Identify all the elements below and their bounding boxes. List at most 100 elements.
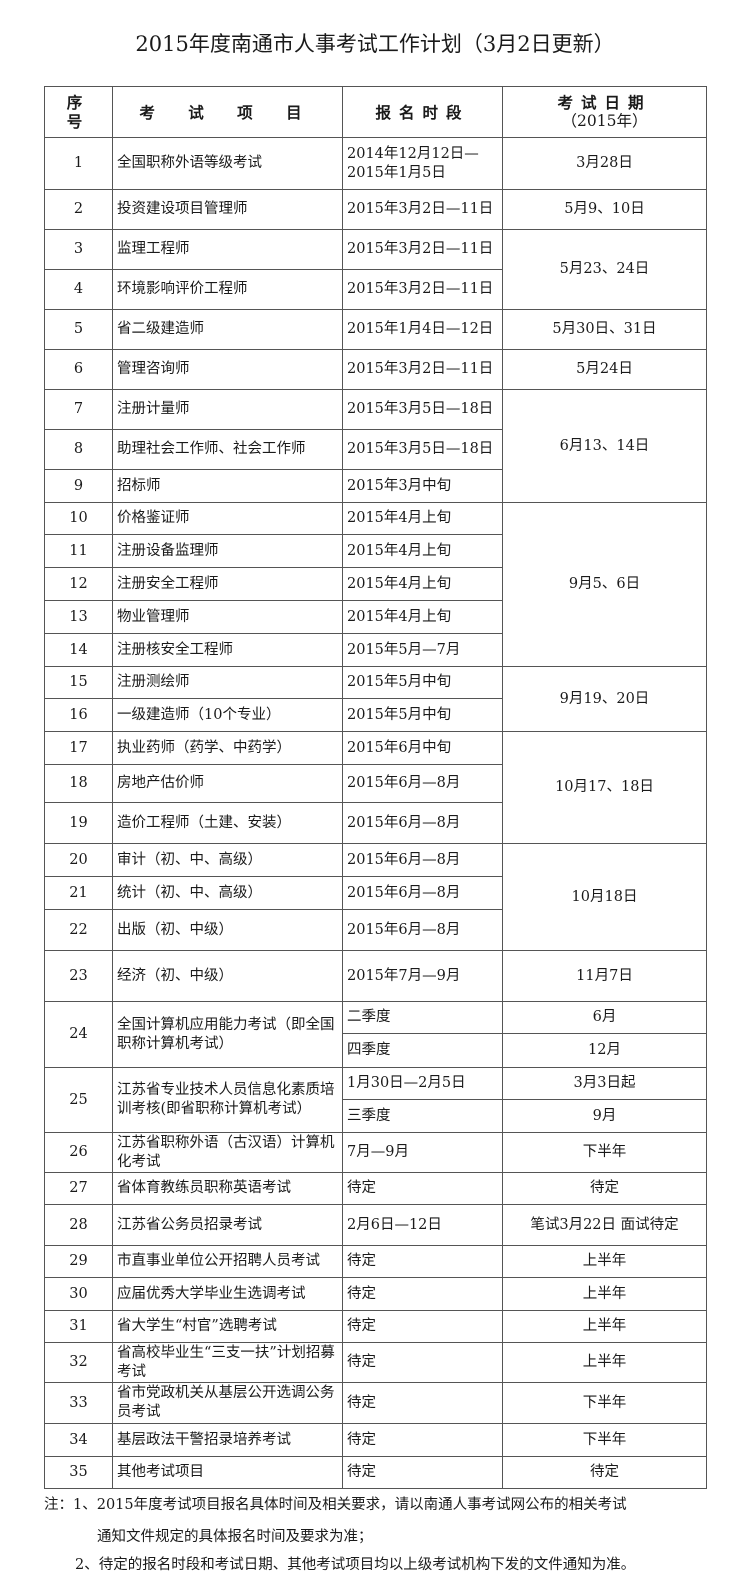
table-row: 20 审计（初、中、高级） 2015年6月—8月 10月18日 — [44, 843, 707, 951]
exam-item: 市直事业单位公开招聘人员考试 — [112, 1245, 343, 1278]
exam-date: 5月23、24日 — [502, 229, 707, 310]
table-row: 27 省体育教练员职称英语考试 待定 待定 — [44, 1172, 707, 1205]
exam-item: 价格鉴证师 — [112, 502, 343, 535]
row-number: 10 — [44, 502, 113, 535]
exam-date: 笔试3月22日 面试待定 — [502, 1204, 707, 1246]
row-number: 19 — [44, 802, 113, 844]
header-no: 序 号 — [44, 86, 113, 138]
registration-period: 2015年6月—8月 — [342, 802, 503, 844]
exam-item: 出版（初、中级） — [112, 909, 343, 951]
note-2: 2、待定的报名时段和考试日期、其他考试项目均以上级考试机构下发的文件通知为准。 — [75, 1557, 636, 1573]
row-number: 32 — [44, 1342, 113, 1383]
exam-date: 下半年 — [502, 1382, 707, 1424]
table-row: 3 监理工程师 2015年3月2日—11日 5月23、24日 — [44, 229, 707, 310]
row-number: 14 — [44, 633, 113, 667]
note-1-line-1: 注：1、2015年度考试项目报名具体时间及相关要求，请以南通人事考试网公布的相关… — [44, 1497, 627, 1513]
header-date-year: （2015年） — [561, 112, 648, 130]
exam-item: 省大学生“村官”选聘考试 — [112, 1310, 343, 1343]
registration-period: 2015年3月中旬 — [342, 469, 503, 503]
row-number: 29 — [44, 1245, 113, 1278]
table-row: 16 一级建造师（10个专业） 2015年5月中旬 — [44, 698, 707, 732]
table-row: 2 投资建设项目管理师 2015年3月2日—11日 5月9、10日 — [44, 189, 707, 230]
table-row: 17 执业药师（药学、中药学） 2015年6月中旬 10月17、18日 — [44, 731, 707, 844]
row-number: 4 — [44, 269, 113, 310]
exam-item: 投资建设项目管理师 — [112, 189, 343, 230]
exam-item: 注册安全工程师 — [112, 567, 343, 601]
exam-item: 注册核安全工程师 — [112, 633, 343, 667]
exam-date: 上半年 — [502, 1342, 707, 1383]
registration-period: 三季度 — [342, 1099, 503, 1133]
table-row: 28 江苏省公务员招录考试 2月6日—12日 笔试3月22日 面试待定 — [44, 1204, 707, 1246]
exam-item: 执业药师（药学、中药学） — [112, 731, 343, 765]
row-number: 33 — [44, 1382, 113, 1424]
row-number: 24 — [44, 1001, 113, 1068]
document-title: 2015年度南通市人事考试工作计划（3月2日更新） — [135, 32, 615, 56]
exam-item: 省市党政机关从基层公开选调公务员考试 — [112, 1382, 343, 1424]
table-row: 23 经济（初、中级） 2015年7月—9月 11月7日 — [44, 950, 707, 1002]
registration-period: 2015年4月上旬 — [342, 534, 503, 568]
registration-period: 2015年3月2日—11日 — [342, 269, 503, 310]
registration-period: 2015年1月4日—12日 — [342, 309, 503, 350]
row-number: 8 — [44, 429, 113, 470]
row-number: 30 — [44, 1277, 113, 1311]
exam-item: 审计（初、中、高级） — [112, 843, 343, 877]
exam-item: 监理工程师 — [112, 229, 343, 270]
exam-item: 房地产估价师 — [112, 764, 343, 803]
registration-period: 2015年5月中旬 — [342, 666, 503, 699]
registration-period: 待定 — [342, 1310, 503, 1343]
header-row: 序 号 考 试 项 目 报名时段 考试日期 （2015年） — [44, 86, 707, 138]
table-row: 三季度 9月 — [45, 1099, 707, 1133]
exam-item: 助理社会工作师、社会工作师 — [112, 429, 343, 470]
registration-period: 2015年6月—8月 — [342, 909, 503, 951]
exam-date: 上半年 — [502, 1245, 707, 1278]
registration-period: 2015年4月上旬 — [342, 567, 503, 601]
row-number: 34 — [44, 1423, 113, 1457]
row-number: 9 — [44, 469, 113, 503]
row-number: 12 — [44, 567, 113, 601]
registration-period: 2015年6月—8月 — [342, 876, 503, 910]
table-row: 四季度 12月 — [45, 1033, 707, 1068]
registration-period: 待定 — [342, 1342, 503, 1383]
exam-item: 江苏省公务员招录考试 — [112, 1204, 343, 1246]
registration-period: 2015年3月5日—18日 — [342, 429, 503, 470]
row-number: 11 — [44, 534, 113, 568]
exam-item: 全国计算机应用能力考试（即全国职称计算机考试） — [112, 1001, 343, 1068]
registration-period: 2月6日—12日 — [342, 1204, 503, 1246]
registration-period: 2015年6月中旬 — [342, 731, 503, 765]
table-row: 33 省市党政机关从基层公开选调公务员考试 待定 下半年 — [44, 1382, 707, 1424]
exam-item: 其他考试项目 — [112, 1456, 343, 1489]
row-number: 1 — [44, 137, 113, 190]
exam-date: 12月 — [502, 1033, 707, 1068]
row-number: 27 — [44, 1172, 113, 1205]
exam-date: 5月24日 — [502, 349, 707, 390]
table-row: 1 全国职称外语等级考试 2014年12月12日—2015年1月5日 3月28日 — [44, 137, 707, 190]
table-row: 25 江苏省专业技术人员信息化素质培训考核(即省职称计算机考试） 1月30日—2月5… — [44, 1067, 707, 1133]
row-number: 7 — [44, 389, 113, 430]
row-number: 26 — [44, 1132, 113, 1173]
table-row: 21 统计（初、中、高级） 2015年6月—8月 — [44, 876, 707, 910]
row-number: 25 — [44, 1067, 113, 1133]
table-row: 34 基层政法干警招录培养考试 待定 下半年 — [44, 1423, 707, 1457]
exam-date: 5月9、10日 — [502, 189, 707, 230]
exam-item: 注册设备监理师 — [112, 534, 343, 568]
exam-date: 10月18日 — [502, 843, 707, 951]
row-number: 16 — [44, 698, 113, 732]
registration-period: 1月30日—2月5日 — [342, 1067, 503, 1100]
row-number: 15 — [44, 666, 113, 699]
row-number: 22 — [44, 909, 113, 951]
registration-period: 2015年5月—7月 — [342, 633, 503, 667]
exam-date: 9月 — [502, 1099, 707, 1133]
table-row: 15 注册测绘师 2015年5月中旬 9月19、20日 — [44, 666, 707, 732]
table-row: 10 价格鉴证师 2015年4月上旬 9月5、6日 — [44, 502, 707, 667]
exam-date: 待定 — [502, 1456, 707, 1489]
table-row: 29 市直事业单位公开招聘人员考试 待定 上半年 — [44, 1245, 707, 1278]
row-number: 5 — [44, 309, 113, 350]
exam-date: 11月7日 — [502, 950, 707, 1002]
exam-date: 6月13、14日 — [502, 389, 707, 503]
table-row: 13 物业管理师 2015年4月上旬 — [44, 600, 707, 634]
exam-date: 上半年 — [502, 1277, 707, 1311]
table-row: 32 省高校毕业生“三支一扶”计划招募考试 待定 上半年 — [44, 1342, 707, 1383]
exam-item: 全国职称外语等级考试 — [112, 137, 343, 190]
exam-date: 3月3日起 — [502, 1067, 707, 1100]
registration-period: 2015年3月2日—11日 — [342, 229, 503, 270]
